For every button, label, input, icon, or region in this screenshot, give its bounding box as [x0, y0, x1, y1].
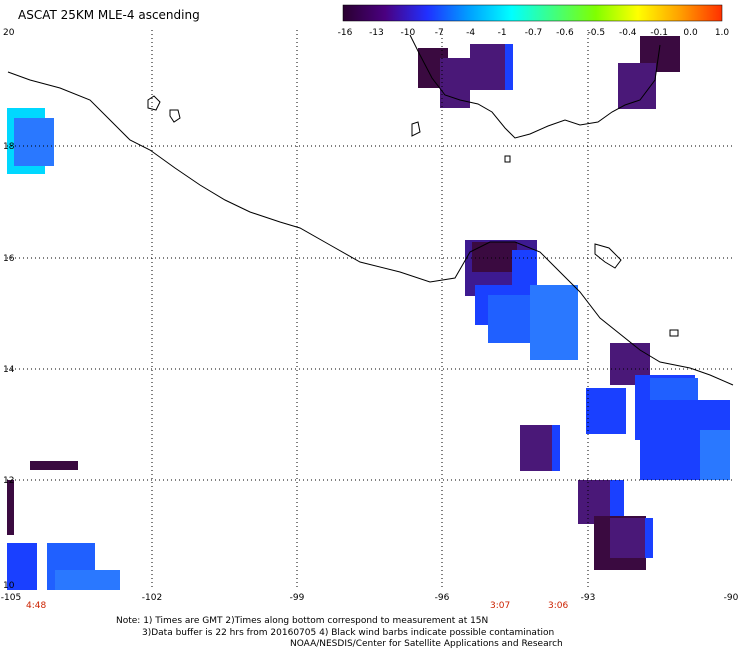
data-cell [645, 518, 653, 558]
data-cell [30, 461, 78, 470]
colorbar-tick-label: -0.7 [525, 28, 543, 38]
note-line-2: 3)Data buffer is 22 hrs from 20160705 4)… [142, 628, 555, 638]
islands [147, 95, 679, 337]
data-cell [472, 242, 517, 272]
latitude-label: 12 [3, 476, 14, 486]
longitude-label: -90 [724, 593, 739, 603]
data-cell [440, 58, 470, 108]
colorbar-tick-label: -7 [435, 28, 444, 38]
latitude-label: 18 [3, 142, 15, 152]
wind-data-cells [7, 36, 730, 590]
latitude-label: 20 [3, 28, 15, 38]
data-cell [7, 480, 14, 535]
data-cell [530, 285, 578, 360]
map-title: ASCAT 25KM MLE-4 ascending [18, 8, 200, 22]
data-cell [610, 480, 624, 524]
colorbar-tick-label: -0.4 [619, 28, 637, 38]
longitude-label: -99 [290, 593, 305, 603]
time-label: 4:48 [26, 601, 47, 611]
colorbar-tick-label: -0.6 [556, 28, 574, 38]
longitude-label: -105 [1, 593, 21, 603]
colorbar-tick-label: 1.0 [715, 28, 730, 38]
colorbar-labels: -16 -13 -10 -7 -4 -1 -0.7 -0.6 -0.5 -0.4 -0.1 0.0 1.… [338, 28, 730, 38]
colorbar-tick-label: -13 [369, 28, 384, 38]
colorbar-tick-label: -1 [498, 28, 507, 38]
time-label: 3:06 [548, 601, 569, 611]
colorbar [342, 4, 723, 22]
data-cell [14, 118, 54, 166]
colorbar-tick-label: -0.5 [588, 28, 606, 38]
colorbar-tick-label: 0.0 [683, 28, 698, 38]
longitude-label: -102 [142, 593, 162, 603]
data-cell [470, 44, 508, 90]
colorbar-tick-label: -4 [466, 28, 475, 38]
coastline [7, 71, 734, 386]
data-cell [586, 388, 626, 434]
data-cell [505, 44, 513, 90]
colorbar-tick-label: -0.1 [650, 28, 668, 38]
note-line-1: Note: 1) Times are GMT 2)Times along bot… [116, 616, 489, 626]
note-line-3: NOAA/NESDIS/Center for Satellite Applica… [290, 639, 563, 649]
data-cell [700, 430, 730, 480]
data-cell [512, 250, 537, 285]
time-label: 3:07 [490, 601, 511, 611]
latitude-label: 16 [3, 254, 15, 264]
latitude-label: 10 [3, 581, 15, 591]
latitude-label: 14 [3, 365, 15, 375]
gulf-coastline [409, 34, 661, 139]
longitude-label: -96 [435, 593, 450, 603]
data-cell [552, 425, 560, 471]
data-cell [55, 570, 120, 590]
colorbar-tick-label: -10 [400, 28, 415, 38]
grid-lines [7, 30, 733, 590]
longitude-label: -93 [581, 593, 596, 603]
data-cell [7, 543, 37, 590]
latitude-labels: 20 18 16 14 12 10 [3, 28, 15, 591]
data-cell [610, 518, 648, 558]
colorbar-tick-label: -16 [338, 28, 353, 38]
longitude-labels: -105 -102 -99 -96 -93 -90 [1, 593, 739, 603]
